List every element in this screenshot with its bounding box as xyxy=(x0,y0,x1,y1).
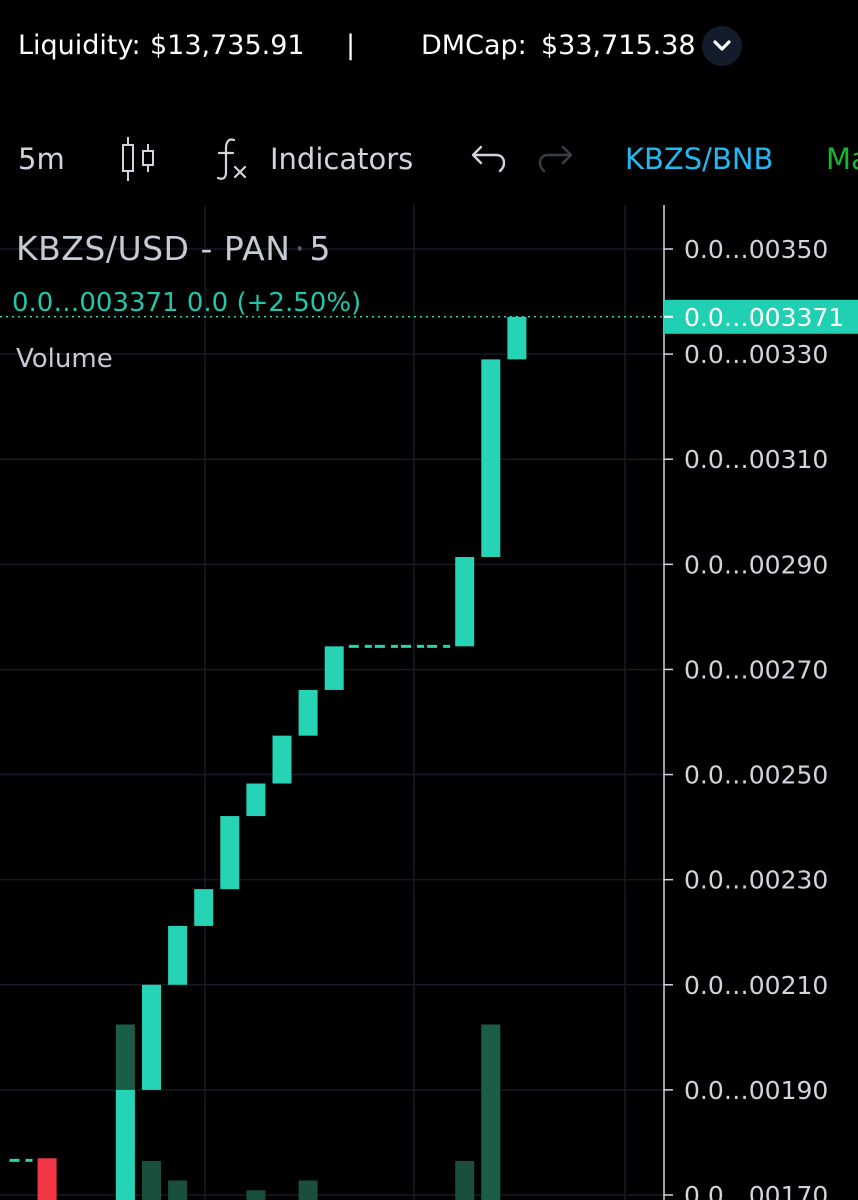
price-legend: 0.0…003371 0.0 (+2.50%) xyxy=(12,287,361,319)
candle xyxy=(298,689,318,736)
redo-icon xyxy=(538,145,573,173)
price-tick-label: 0.0…00190 xyxy=(684,1076,828,1105)
chevron-down-icon xyxy=(713,40,731,51)
clipped-tab-label: Ma xyxy=(826,142,858,176)
indicators-label: Indicators xyxy=(270,142,414,176)
volume-bar xyxy=(298,1180,318,1200)
liquidity-value: $13,735.91 xyxy=(150,30,305,61)
candle xyxy=(142,984,161,1090)
candle xyxy=(194,889,214,926)
symbol-name: KBZS/USD xyxy=(16,229,190,268)
price-tick-label: 0.0…00350 xyxy=(684,235,828,264)
symbol-dash: - xyxy=(200,229,213,268)
undo-icon xyxy=(471,145,506,173)
legend-dot: · xyxy=(294,229,306,268)
legend-last-price: 0.0…003371 xyxy=(12,288,179,318)
price-tick-label: 0.0…00250 xyxy=(684,761,828,790)
candlestick-icon xyxy=(122,137,154,181)
candle-type-button[interactable] xyxy=(118,134,158,184)
candle xyxy=(507,316,527,360)
price-tick-label: 0.0…00310 xyxy=(684,445,828,474)
price-tick-label: 0.0…00170 xyxy=(684,1181,828,1200)
dmcap-value: $33,715.38 xyxy=(541,30,696,61)
pair-button[interactable]: KBZS/BNB xyxy=(625,142,774,176)
exchange-name: PAN xyxy=(223,229,291,268)
candle xyxy=(272,735,292,784)
candle xyxy=(324,646,344,690)
candle xyxy=(481,359,501,557)
legend-change-pct: (+2.50%) xyxy=(236,288,362,318)
chart-toolbar: 5m Indicators xyxy=(0,120,858,200)
volume-bar xyxy=(481,1024,501,1200)
fx-icon xyxy=(216,138,247,180)
volume-bar xyxy=(142,1161,161,1200)
interval-button[interactable]: 5m xyxy=(18,142,65,176)
price-tick-label: 0.0…00270 xyxy=(684,655,828,684)
info-separator: | xyxy=(346,30,356,61)
volume-label: Volume xyxy=(16,344,113,374)
price-chart[interactable]: 0.0…00350 0.0…00330 0.0…00310 0.0…00290 0.0…… xyxy=(0,205,858,1200)
token-info-bar: Liquidity: $13,735.91 | DMCap: $33,715.3… xyxy=(0,0,858,95)
last-price-tag xyxy=(664,299,858,334)
undo-button[interactable] xyxy=(466,138,508,180)
symbol-title: KBZS/USD - PAN · 5 xyxy=(16,229,331,269)
candle xyxy=(115,1089,135,1200)
candle xyxy=(168,925,188,985)
candle xyxy=(220,816,240,890)
candle xyxy=(246,783,266,817)
price-tick-label: 0.0…00230 xyxy=(684,866,828,895)
volume-bar xyxy=(455,1161,475,1200)
candle xyxy=(455,556,475,647)
indicators-button[interactable]: Indicators xyxy=(212,134,427,184)
expand-info-button[interactable] xyxy=(702,26,742,66)
price-tick-label: 0.0…00210 xyxy=(684,971,828,1000)
candle xyxy=(37,1158,57,1200)
legend-change: 0.0 xyxy=(186,288,229,318)
price-tick-label: 0.0…00290 xyxy=(684,550,828,579)
last-price-tag-label: 0.0…003371 xyxy=(684,303,844,332)
chart-canvas[interactable]: 0.0…00350 0.0…00330 0.0…00310 0.0…00290 0.0…… xyxy=(0,205,858,1200)
price-tick-label: 0.0…00330 xyxy=(684,340,828,369)
redo-button[interactable] xyxy=(536,138,578,180)
volume-bar xyxy=(246,1190,266,1200)
legend-interval: 5 xyxy=(309,229,331,268)
volume-bar xyxy=(168,1180,188,1200)
clipped-tab[interactable]: Ma xyxy=(826,142,858,182)
dmcap-label: DMCap: xyxy=(421,30,527,61)
liquidity-label: Liquidity: xyxy=(18,30,141,61)
